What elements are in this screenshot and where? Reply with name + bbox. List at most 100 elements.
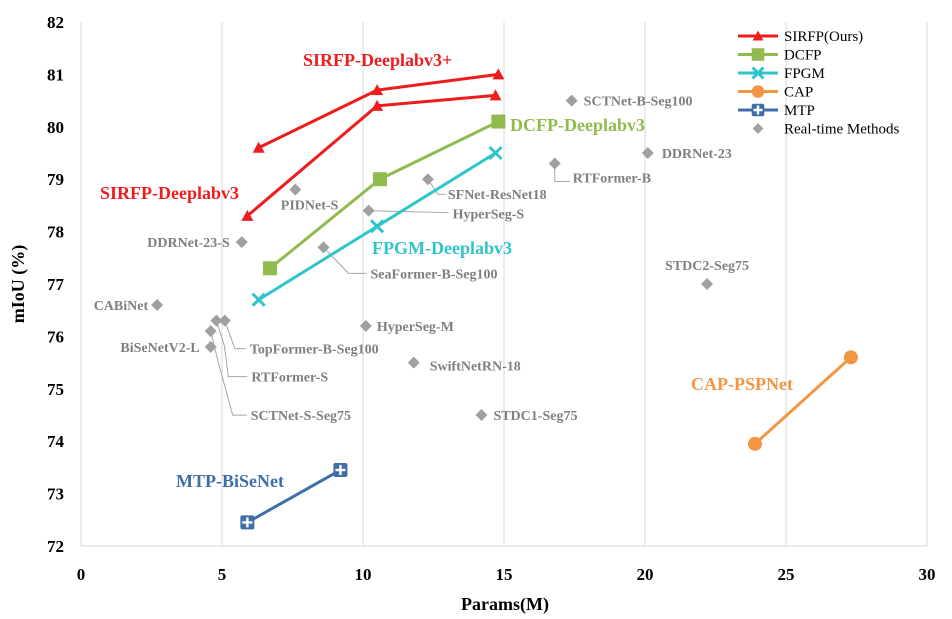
series-point — [333, 463, 348, 478]
x-tick-label: 15 — [496, 565, 513, 584]
realtime-point — [317, 241, 330, 254]
y-tick-label: 74 — [47, 432, 65, 451]
realtime-point-label: BiSeNetV2-L — [120, 341, 199, 356]
series-point — [371, 99, 384, 111]
series-label: DCFP-Deeplabv3 — [510, 115, 645, 135]
series-label: SIRFP-Deeplabv3 — [100, 183, 239, 203]
x-tick-label: 0 — [77, 565, 86, 584]
y-tick-label: 73 — [47, 485, 64, 504]
y-tick-label: 79 — [47, 170, 64, 189]
realtime-point-label: DDRNet-23-S — [147, 236, 230, 251]
y-tick-label: 82 — [47, 13, 64, 32]
legend-marker — [752, 30, 764, 41]
legend: SIRFP(Ours) DCFP FPGM CAP MTP Real-time Metho… — [738, 29, 900, 138]
legend-label: MTP — [784, 103, 815, 119]
y-tick-label: 77 — [47, 275, 65, 294]
realtime-point — [235, 236, 248, 249]
realtime-point-label: SCTNet-B-Seg100 — [584, 95, 693, 110]
series-line — [258, 72, 499, 150]
series-point — [252, 141, 265, 153]
realtime-point-label: SFNet-ResNet18 — [448, 188, 547, 203]
legend-marker — [751, 48, 765, 61]
y-tick-label: 72 — [47, 537, 64, 556]
realtime-point-label: SCTNet-S-Seg75 — [251, 409, 351, 424]
legend-label: SIRFP(Ours) — [784, 29, 863, 45]
series-label: CAP-PSPNet — [691, 374, 793, 394]
realtime-point-label: PIDNet-S — [281, 199, 339, 214]
realtime-point-label: HyperSeg-S — [453, 208, 525, 223]
series-point — [843, 350, 858, 365]
leader-line — [224, 320, 246, 350]
series-point — [747, 436, 762, 451]
realtime-point — [548, 157, 561, 170]
realtime-point — [218, 314, 231, 327]
x-tick-label: 30 — [919, 565, 936, 584]
series-point — [262, 261, 277, 276]
realtime-point — [151, 298, 164, 311]
realtime-point-label: DDRNet-23 — [662, 147, 732, 162]
realtime-point — [565, 94, 578, 107]
x-tick-label: 10 — [355, 565, 372, 584]
ticks: 0 5 10 15 20 25 30 72 73 74 75 76 77 78 79 80 81 82 — [47, 13, 936, 584]
series-point — [251, 292, 266, 307]
leader-line — [215, 320, 248, 378]
leader-line — [210, 331, 247, 416]
realtime-point — [289, 183, 302, 196]
legend-marker — [751, 66, 765, 80]
series-line — [246, 468, 342, 524]
realtime-point — [641, 147, 654, 159]
legend-marker — [752, 123, 764, 134]
realtime-point — [359, 319, 372, 332]
legend-label: Real-time Methods — [784, 122, 900, 138]
series-label: FPGM-Deeplabv3 — [372, 238, 512, 258]
legend-marker-stroke — [751, 66, 765, 80]
leader-line — [427, 178, 446, 195]
series-point — [488, 145, 503, 161]
series-label: SIRFP-Deeplabv3+ — [303, 50, 452, 70]
realtime-point — [204, 325, 217, 338]
series-point — [492, 68, 505, 80]
series-line — [753, 356, 852, 445]
legend-label: DCFP — [784, 48, 822, 64]
series-point-stroke — [488, 145, 503, 161]
realtime-point-label: HyperSeg-M — [377, 320, 454, 335]
y-tick-label: 76 — [47, 327, 64, 346]
realtime-point-label: SwiftNetRN-18 — [430, 360, 521, 375]
legend-label: FPGM — [784, 66, 825, 82]
y-tick-label: 75 — [47, 380, 64, 399]
grid — [80, 22, 928, 546]
realtime-point-label: CABiNet — [94, 299, 149, 314]
realtime-point-label: TopFormer-B-Seg100 — [250, 343, 379, 358]
legend-marker — [751, 85, 765, 98]
x-tick-label: 20 — [637, 565, 654, 584]
series-point — [489, 89, 502, 101]
series-label: MTP-BiSeNet — [176, 471, 284, 491]
series-point — [372, 172, 387, 187]
series-point — [491, 114, 506, 129]
x-tick-label: 25 — [778, 565, 795, 584]
legend-label: CAP — [784, 85, 813, 101]
x-axis-title: Params(M) — [461, 594, 549, 615]
series-point — [240, 515, 255, 530]
series-point — [371, 84, 384, 96]
realtime-point — [421, 173, 434, 186]
legend-marker — [751, 103, 765, 117]
leader-line — [323, 246, 367, 274]
y-axis-title: mIoU (%) — [8, 245, 29, 324]
realtime-point-label: RTFormer-B — [573, 171, 651, 186]
realtime-point-label: STDC1-Seg75 — [493, 409, 577, 424]
series-point-stroke — [251, 292, 266, 307]
realtime-point — [362, 204, 375, 217]
realtime-points: SCTNet-B-Seg100 DDRNet-23 RTFormer-B SFNet-… — [94, 94, 749, 424]
series-point-stroke — [370, 219, 385, 234]
realtime-point-label: RTFormer-S — [251, 371, 328, 386]
realtime-point-label: STDC2-Seg75 — [665, 259, 749, 274]
series-point — [370, 219, 385, 234]
leader-line — [368, 210, 449, 214]
realtime-point — [210, 314, 223, 327]
series-point — [241, 209, 254, 221]
y-tick-label: 81 — [47, 65, 64, 84]
series-group — [240, 68, 858, 530]
x-tick-label: 5 — [218, 565, 227, 584]
